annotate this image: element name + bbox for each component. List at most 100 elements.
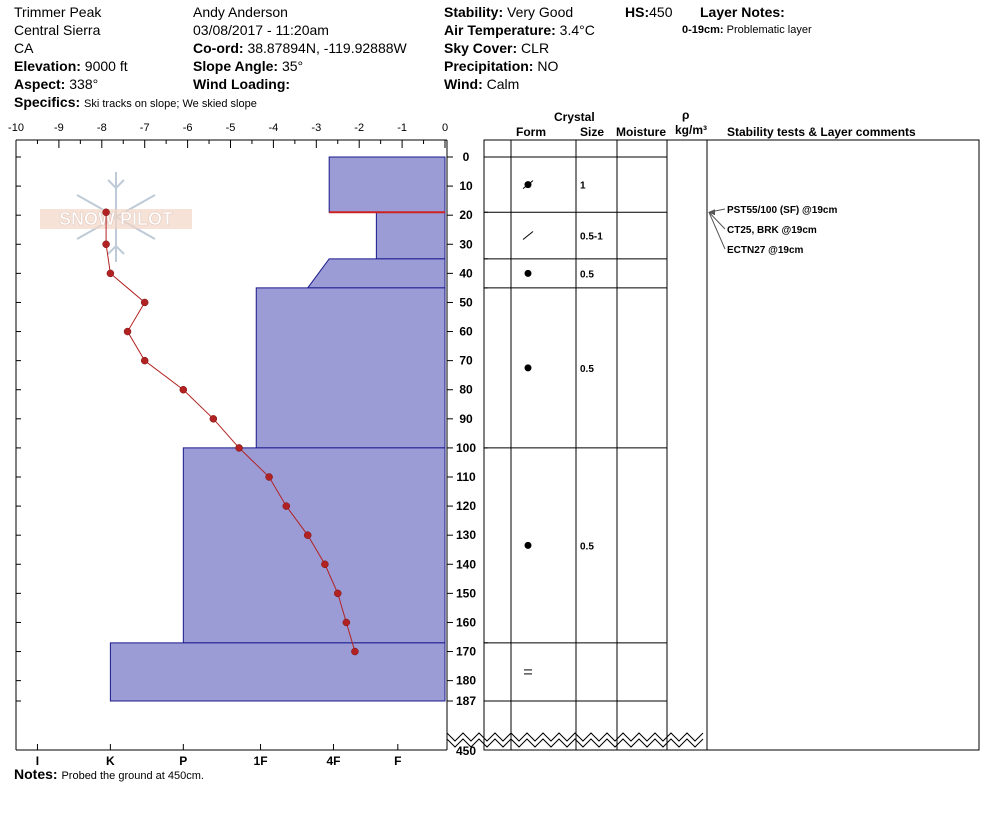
temp-tick-label: -2	[354, 122, 364, 134]
hardness-label: F	[394, 754, 401, 768]
temperature-point	[321, 560, 329, 569]
crystal-header: Crystal	[554, 110, 595, 124]
stability-label: Stability:	[444, 4, 504, 20]
location: Trimmer Peak	[14, 4, 102, 20]
slope-value: 35°	[281, 58, 304, 74]
hs-value: 450	[649, 4, 673, 20]
stability-test-label: ECTN27 @19cm	[727, 245, 804, 256]
temperature-point	[303, 531, 312, 539]
depth-label: 150	[456, 586, 476, 600]
faceted-grain-icon	[522, 231, 534, 240]
rounded-grain-icon	[524, 364, 532, 372]
precip-label: Precipitation:	[444, 58, 534, 74]
state: CA	[14, 40, 34, 56]
temperature-point	[342, 618, 351, 627]
depth-label: 120	[456, 499, 476, 513]
depth-label: 160	[456, 615, 476, 629]
break-zigzag-top	[446, 732, 704, 742]
rounded-grain-icon	[524, 269, 532, 277]
hardness-layer	[375, 211, 446, 260]
depth-label: 140	[456, 557, 476, 571]
coord-label: Co-ord:	[193, 40, 244, 56]
sky-label: Sky Cover:	[444, 40, 518, 56]
form-header: Form	[516, 125, 546, 139]
temperature-point	[235, 444, 243, 452]
crystal-table: 1 0.5-1 0.5 0.5 0.5	[446, 139, 980, 751]
depth-label: 70	[459, 354, 473, 368]
datetime: 03/08/2017 - 11:20am	[193, 22, 329, 38]
depth-label: 60	[459, 325, 473, 339]
notes-value: Probed the ground at 450cm.	[61, 770, 204, 782]
depth-label: 110	[456, 470, 476, 484]
observer: Andy Anderson	[193, 4, 288, 20]
wind-loading-label: Wind Loading:	[193, 76, 291, 92]
depth-label: 30	[459, 237, 473, 251]
depth-label: 130	[456, 528, 476, 542]
axes: -10 -9 -8 -7 -6 -5 -4 -3 -2 -1 0I K P 1F 4F F0102030405…	[8, 122, 476, 768]
precip-value: NO	[537, 58, 559, 74]
snowpilot-logo: SNOW PILOT	[40, 172, 192, 262]
layer-note-range: 0-19cm:	[682, 24, 724, 36]
stability-comments-header: Stability tests & Layer comments	[727, 125, 916, 139]
temp-tick-label: -3	[311, 122, 321, 134]
rounded-grain-icon	[524, 541, 532, 549]
density-unit: kg/m³	[675, 123, 708, 137]
temperature-line	[105, 212, 356, 652]
logo-text: SNOW PILOT	[59, 209, 173, 229]
stability-leader-line	[708, 211, 726, 230]
temperature-point	[140, 356, 149, 365]
crystal-size: 0.5	[580, 364, 594, 375]
stability-arrow-icon	[708, 209, 715, 216]
depth-label: 80	[459, 383, 473, 397]
stability-tests: PST55/100 (SF) @19cm CT25, BRK @19cm ECTN2…	[708, 205, 837, 256]
depth-label: 50	[459, 295, 473, 309]
hardness-label: 4F	[326, 754, 340, 768]
aspect-label: Aspect:	[14, 76, 66, 92]
temperature-point	[102, 208, 110, 217]
depth-label: 170	[456, 645, 476, 659]
depth-label: 187	[456, 694, 476, 708]
temperature-point	[140, 298, 149, 307]
coord-value: 38.87894N, -119.92888W	[247, 40, 407, 56]
stability-test-label: PST55/100 (SF) @19cm	[727, 205, 837, 216]
slope-label: Slope Angle:	[193, 58, 279, 74]
layer-notes-label: Layer Notes:	[700, 4, 785, 20]
elevation-value: 9000 ft	[84, 58, 128, 74]
temperature-point	[334, 589, 342, 598]
depth-label: 0	[463, 150, 470, 164]
elevation-label: Elevation:	[14, 58, 81, 74]
size-header: Size	[580, 125, 605, 139]
table-frame	[483, 139, 980, 751]
temp-tick-label: -4	[269, 122, 279, 134]
stability-test-label: CT25, BRK @19cm	[727, 225, 817, 236]
depth-label: 20	[459, 208, 473, 222]
temp-tick-label: -6	[183, 122, 193, 134]
temp-tick-label: -1	[397, 122, 407, 134]
sky-value: CLR	[521, 40, 550, 56]
temperature-point	[351, 647, 359, 656]
temperature-point	[102, 240, 110, 249]
depth-label: 10	[459, 179, 473, 193]
temperature-point	[209, 415, 218, 423]
wind-label: Wind:	[444, 76, 483, 92]
depth-label: 180	[456, 674, 476, 688]
moisture-header: Moisture	[616, 125, 667, 139]
decomposing-slash-icon	[522, 180, 534, 190]
crystal-size: 0.5-1	[580, 232, 603, 243]
temp-tick-label: -7	[140, 122, 150, 134]
hardness-label: I	[36, 754, 39, 768]
notes-label: Notes:	[14, 766, 58, 782]
hardness-layers	[109, 156, 446, 702]
hardness-layer	[255, 287, 446, 449]
hardness-layer	[109, 642, 446, 702]
specifics-value: Ski tracks on slope; We skied slope	[84, 98, 257, 110]
depth-label: 90	[459, 412, 473, 426]
temperature-point	[265, 473, 273, 481]
break-zigzag-bottom	[446, 738, 704, 748]
hardness-layer	[328, 156, 446, 213]
air-temp-value: 3.4°C	[559, 22, 595, 38]
depth-label: 40	[459, 266, 473, 280]
temperature-point	[179, 385, 188, 394]
temp-tick-label: 0	[442, 122, 448, 134]
